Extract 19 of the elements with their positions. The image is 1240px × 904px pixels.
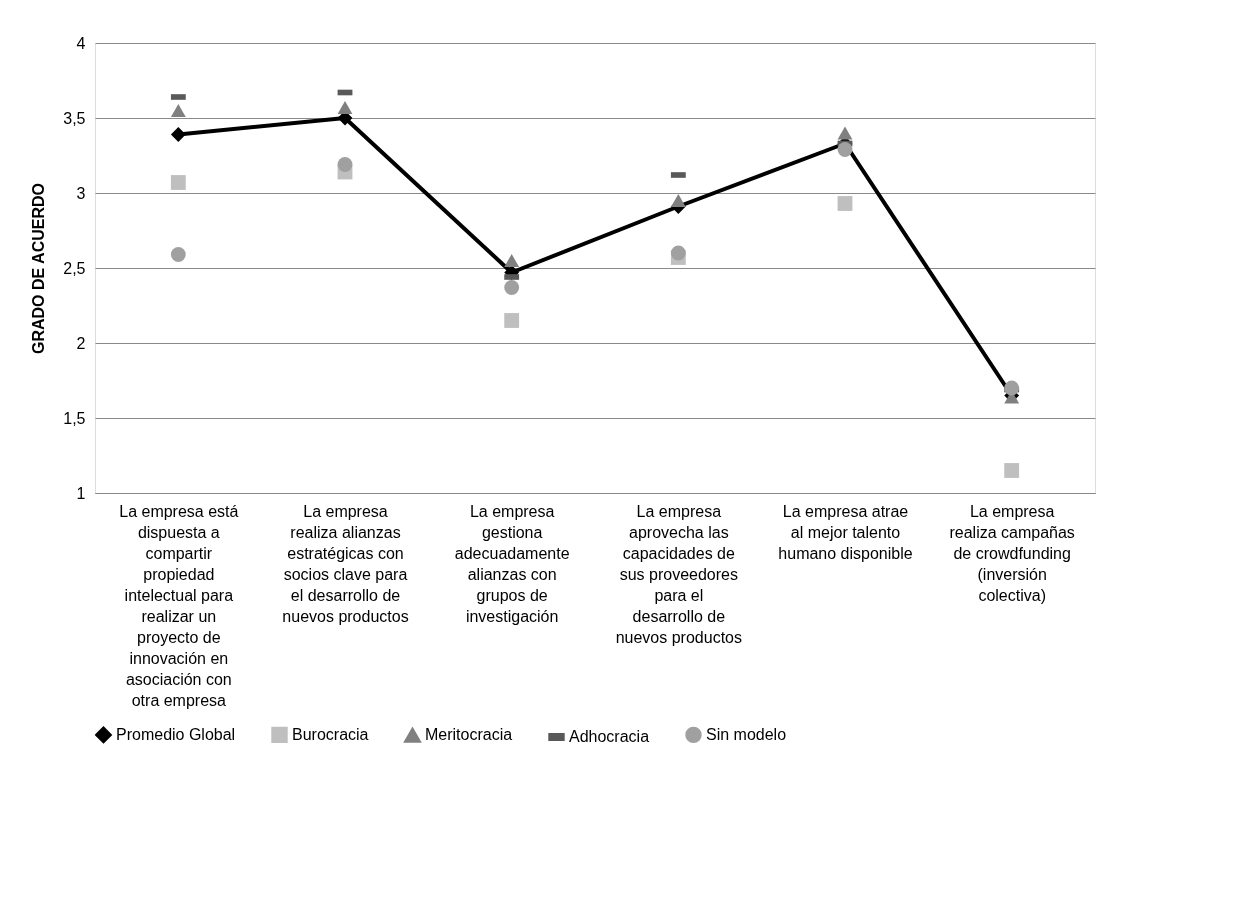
x-tick-label: La empresa aprovecha las capacidades de sus proveedores para el desarrollo de nuevos productos	[615, 502, 742, 646]
y-tick-label: 2,5	[63, 259, 86, 277]
legend-label: Adhocracia	[569, 727, 650, 745]
category-label: La empresa está dispuesta a compartir propiedad intelectual para realizar un proyecto de innovación en asociación con otra empresa	[119, 502, 239, 709]
y-tick-label: 4	[76, 34, 86, 52]
y-tick-label: 3,5	[63, 109, 86, 127]
x-tick-label: La empresa atrae al mejor talento humano disponible	[778, 502, 913, 562]
x-tick-label: La empresa realiza campañas de crowdfunding (inversión colectiva)	[949, 502, 1075, 604]
y-tick-label: 2	[76, 334, 86, 352]
legend-label: Meritocracia	[425, 726, 513, 744]
legend-label: Promedio Global	[116, 725, 236, 743]
legend-label: Burocracia	[292, 725, 369, 743]
y-axis-title: GRADO DE ACUERDO	[30, 183, 48, 354]
x-tick-label: La empresa gestiona adecuadamente alianzas con grupos de investigación	[454, 502, 570, 625]
y-tick-label: 1	[76, 484, 86, 502]
y-tick-label: 3	[76, 184, 86, 202]
x-tick-label: La empresa realiza alianzas estratégicas con socios clave para el desarrollo de nuevos productos	[282, 502, 409, 625]
y-tick-label: 1,5	[63, 409, 86, 427]
legend-label: Sin modelo	[706, 725, 787, 743]
